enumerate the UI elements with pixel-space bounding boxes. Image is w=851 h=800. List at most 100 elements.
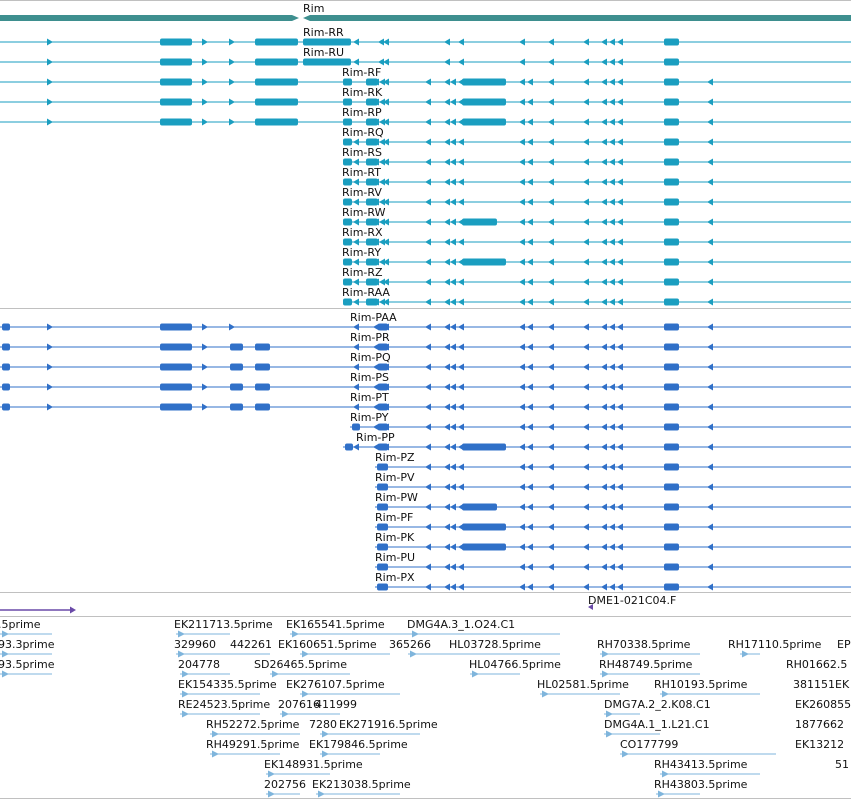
est-feature[interactable]: 51 bbox=[835, 758, 849, 771]
transcript-rim-rv[interactable] bbox=[343, 198, 851, 206]
est-feature[interactable]: RH49291.5prime bbox=[206, 738, 300, 751]
est-feature[interactable]: EP bbox=[837, 638, 851, 651]
est-feature[interactable]: 93.5prime bbox=[0, 658, 55, 671]
transcript-rim-pt[interactable] bbox=[0, 403, 851, 411]
est-feature[interactable]: HL03728.5prime bbox=[449, 638, 541, 651]
intron-arrow bbox=[707, 363, 713, 371]
est-arrow bbox=[322, 750, 329, 758]
est-feature[interactable]: EK271916.5prime bbox=[339, 718, 438, 731]
est-feature[interactable]: EK260855 bbox=[795, 698, 851, 711]
est-feature[interactable]: DMG4A.3_1.O24.C1 bbox=[407, 618, 515, 631]
intron-arrow bbox=[617, 118, 623, 126]
transcript-rim-pk[interactable] bbox=[375, 543, 851, 551]
intron-arrow bbox=[609, 423, 615, 431]
est-feature[interactable]: EK13212 bbox=[795, 738, 844, 751]
transcript-rim-pz[interactable] bbox=[375, 463, 851, 471]
intron-arrow bbox=[583, 258, 589, 266]
est-feature[interactable]: EK148931.5prime bbox=[264, 758, 363, 771]
est-feature[interactable]: RH43413.5prime bbox=[654, 758, 748, 771]
intron-arrow bbox=[617, 58, 623, 66]
transcript-rim-rs[interactable] bbox=[343, 158, 851, 166]
est-feature[interactable]: 204778 bbox=[178, 658, 220, 671]
transcript-rim-paa[interactable] bbox=[0, 323, 851, 331]
gene-track[interactable] bbox=[0, 0, 851, 22]
est-feature[interactable]: 93.3prime bbox=[0, 638, 55, 651]
intron-arrow bbox=[519, 118, 525, 126]
exon bbox=[366, 298, 378, 306]
est-feature[interactable]: 442261 bbox=[230, 638, 272, 651]
exon bbox=[664, 503, 679, 511]
est-feature[interactable]: 381151EK bbox=[793, 678, 850, 691]
transcript-rim-rr[interactable] bbox=[0, 38, 851, 46]
est-feature[interactable]: RE24523.5prime bbox=[178, 698, 270, 711]
est-feature[interactable]: 329960 bbox=[174, 638, 216, 651]
est-feature[interactable]: 207616 bbox=[278, 698, 320, 711]
est-feature[interactable]: EK154335.5prime bbox=[178, 678, 277, 691]
transcript-rim-pq[interactable] bbox=[0, 363, 851, 371]
transcript-rim-rp[interactable] bbox=[0, 118, 851, 126]
est-feature[interactable]: CO177799 bbox=[620, 738, 678, 751]
est-feature[interactable]: RH17110.5prime bbox=[728, 638, 822, 651]
est-feature[interactable]: .5prime bbox=[0, 618, 41, 631]
probe-track[interactable] bbox=[0, 604, 593, 614]
est-feature[interactable]: RH10193.5prime bbox=[654, 678, 748, 691]
est-feature[interactable]: RH70338.5prime bbox=[597, 638, 691, 651]
transcript-rim-rf[interactable] bbox=[0, 78, 851, 86]
est-feature[interactable]: 411999 bbox=[315, 698, 357, 711]
est-feature[interactable]: RH01662.5 bbox=[786, 658, 847, 671]
est-feature[interactable]: DMG4A.1_1.L21.C1 bbox=[604, 718, 710, 731]
est-feature[interactable]: 202756 bbox=[264, 778, 306, 791]
transcript-rim-py[interactable] bbox=[350, 423, 851, 431]
intron-arrow bbox=[527, 118, 533, 126]
est-feature[interactable]: RH43803.5prime bbox=[654, 778, 748, 791]
exon bbox=[664, 298, 679, 306]
transcript-rim-rq[interactable] bbox=[343, 138, 851, 146]
transcript-rim-pp[interactable] bbox=[343, 443, 851, 451]
transcript-rim-rz[interactable] bbox=[343, 278, 851, 286]
est-feature[interactable]: HL02581.5prime bbox=[537, 678, 629, 691]
est-feature[interactable]: EK211713.5prime bbox=[174, 618, 273, 631]
exon bbox=[462, 78, 506, 86]
exon bbox=[343, 298, 352, 306]
est-feature[interactable]: RH52272.5prime bbox=[206, 718, 300, 731]
est-feature[interactable]: 7280 bbox=[309, 718, 337, 731]
transcript-rim-pw[interactable] bbox=[375, 503, 851, 511]
transcript-rim-px[interactable] bbox=[375, 583, 851, 591]
est-feature[interactable]: 365266 bbox=[389, 638, 431, 651]
intron-arrow bbox=[373, 78, 379, 86]
transcript-rim-raa[interactable] bbox=[343, 298, 851, 306]
est-feature[interactable]: EK213038.5prime bbox=[312, 778, 411, 791]
exon bbox=[343, 258, 352, 266]
transcript-rim-pr[interactable] bbox=[0, 343, 851, 351]
est-feature[interactable]: SD26465.5prime bbox=[254, 658, 347, 671]
est-feature[interactable]: RH48749.5prime bbox=[599, 658, 693, 671]
intron-arrow bbox=[458, 98, 464, 106]
transcript-rim-pf[interactable] bbox=[375, 523, 851, 531]
intron-arrow bbox=[527, 343, 533, 351]
intron-arrow bbox=[519, 483, 525, 491]
est-feature[interactable]: EK165541.5prime bbox=[286, 618, 385, 631]
est-feature[interactable]: 1877662 bbox=[795, 718, 844, 731]
est-feature[interactable]: EK276107.5prime bbox=[286, 678, 385, 691]
intron-arrow bbox=[425, 483, 431, 491]
intron-arrow bbox=[458, 383, 464, 391]
est-label: CO177799 bbox=[620, 738, 678, 751]
exon bbox=[664, 118, 679, 126]
transcript-rim-rx[interactable] bbox=[343, 238, 851, 246]
intron-arrow bbox=[425, 363, 431, 371]
transcript-rim-pu[interactable] bbox=[375, 563, 851, 571]
est-feature[interactable]: EK160651.5prime bbox=[278, 638, 377, 651]
transcript-rim-ru[interactable] bbox=[0, 58, 851, 66]
est-feature[interactable]: HL04766.5prime bbox=[469, 658, 561, 671]
exon bbox=[343, 278, 352, 286]
est-feature[interactable]: EK179846.5prime bbox=[309, 738, 408, 751]
transcript-rim-rt[interactable] bbox=[343, 178, 851, 186]
transcript-rim-ry[interactable] bbox=[343, 258, 851, 266]
est-feature[interactable]: DMG7A.2_2.K08.C1 bbox=[604, 698, 711, 711]
transcript-rim-rk[interactable] bbox=[0, 98, 851, 106]
intron-arrow bbox=[583, 323, 589, 331]
transcript-rim-rw[interactable] bbox=[343, 218, 851, 226]
transcript-rim-ps[interactable] bbox=[0, 383, 851, 391]
transcript-rim-pv[interactable] bbox=[375, 483, 851, 491]
